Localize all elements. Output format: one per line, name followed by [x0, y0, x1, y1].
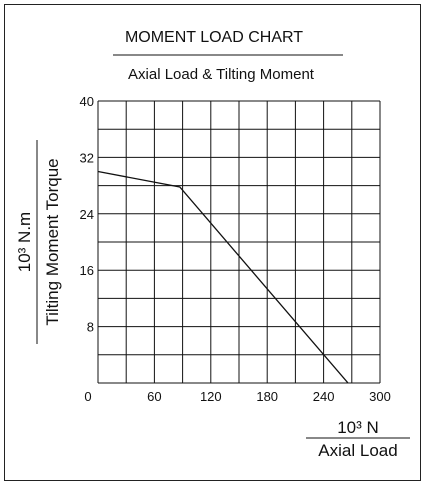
x-tick-label: 120 [200, 389, 222, 404]
x-tick-label: 0 [84, 389, 91, 404]
y-tick-label: 32 [80, 150, 94, 165]
chart-title: MOMENT LOAD CHART [125, 29, 303, 46]
x-axis-label: Axial Load [318, 441, 397, 460]
x-axis-unit: 10³ N [337, 418, 379, 437]
y-tick-label: 40 [80, 94, 94, 109]
y-tick-labels: 8 16 24 32 40 [80, 94, 94, 335]
y-axis-unit: 10³ N.m [15, 212, 34, 272]
figure-border [4, 4, 421, 481]
x-tick-label: 240 [313, 389, 335, 404]
x-tick-labels: 0 60 120 180 240 300 [84, 389, 390, 404]
y-axis-label: Tilting Moment Torque [43, 158, 62, 325]
y-tick-label: 8 [87, 320, 94, 335]
x-tick-label: 180 [256, 389, 278, 404]
y-tick-label: 24 [80, 207, 94, 222]
x-tick-label: 300 [369, 389, 391, 404]
series-line [97, 170, 349, 384]
y-axis-label-group: 10³ N.m Tilting Moment Torque [15, 140, 62, 344]
y-tick-label: 16 [80, 263, 94, 278]
series-layer [97, 170, 349, 384]
x-tick-label: 60 [147, 389, 161, 404]
grid [97, 100, 381, 384]
chart-subtitle: Axial Load & Tilting Moment [128, 66, 315, 83]
